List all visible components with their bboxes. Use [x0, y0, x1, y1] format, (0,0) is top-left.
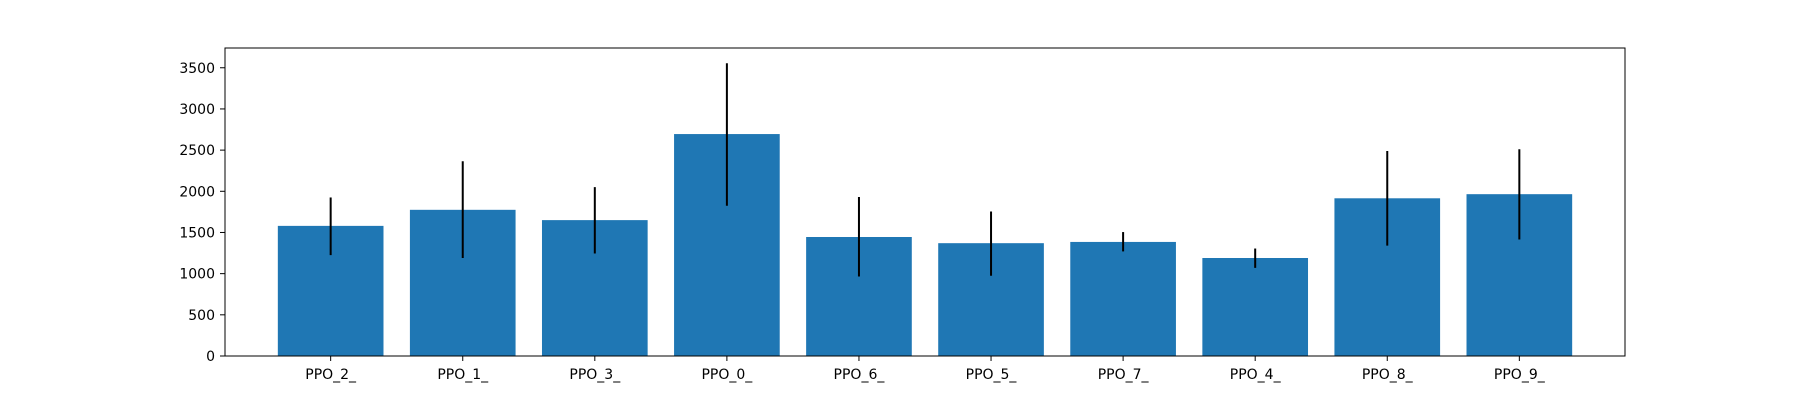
x-tick-label: PPO_0_ — [701, 367, 753, 383]
y-tick-label: 3500 — [179, 61, 215, 77]
x-tick-label: PPO_7_ — [1098, 367, 1150, 383]
y-tick-label: 1500 — [179, 225, 215, 241]
y-tick-label: 2500 — [179, 143, 215, 159]
y-tick-label: 500 — [188, 308, 215, 324]
y-tick-label: 2000 — [179, 184, 215, 200]
x-tick-label: PPO_9_ — [1494, 367, 1546, 383]
x-tick-label: PPO_4_ — [1230, 367, 1282, 383]
bar — [1202, 258, 1309, 356]
y-tick-label: 0 — [206, 349, 215, 365]
bar — [1070, 241, 1176, 356]
y-tick-label: 3000 — [179, 102, 215, 118]
y-tick-label: 1000 — [179, 267, 215, 283]
x-tick-label: PPO_1_ — [437, 367, 489, 383]
x-tick-label: PPO_8_ — [1362, 367, 1414, 383]
y-axis: 0 500 1000 1500 2000 2500 3000 3500 — [179, 61, 225, 365]
bars-layer — [277, 134, 1573, 356]
error-bars-layer — [329, 63, 1521, 277]
x-tick-label: PPO_5_ — [966, 367, 1018, 383]
x-axis: PPO_2_ PPO_1_ PPO_3_ PPO_0_ PPO_6_ PPO_5_ PPO_… — [305, 356, 1546, 383]
plot-frame — [224, 47, 1626, 357]
x-tick-label: PPO_3_ — [569, 367, 621, 383]
x-tick-label: PPO_2_ — [305, 367, 357, 383]
x-tick-label: PPO_6_ — [834, 367, 886, 383]
